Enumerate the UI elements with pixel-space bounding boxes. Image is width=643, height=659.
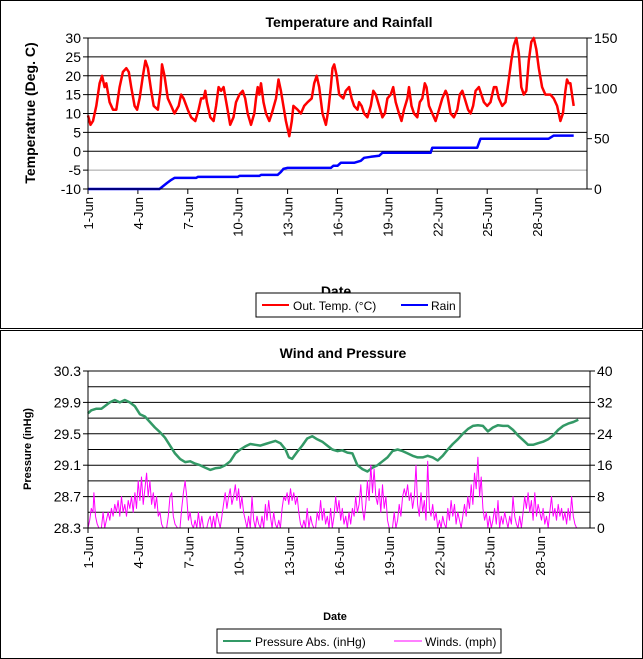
x-tick-label: 10-Jun: [232, 536, 247, 576]
y2-tick-label: 32: [597, 394, 613, 410]
temperature-rainfall-chart: Temperature and Rainfall -10 -5 0 5 10 15 20 25…: [22, 14, 618, 318]
y2-tick-label: 16: [597, 457, 613, 473]
axes: [87, 38, 588, 190]
y-tick-label: -10: [61, 181, 81, 197]
x-tick-label: 16-Jun: [331, 197, 346, 237]
y-tick-label: 0: [73, 143, 81, 159]
y2-tick-label: 24: [597, 426, 613, 442]
chart-title: Temperature and Rainfall: [265, 14, 432, 30]
series-line-winds-mph: [87, 456, 578, 529]
x-tick-label: 4-Jun: [131, 536, 146, 569]
series-line-rain: [88, 134, 574, 191]
x-tick-label: 25-Jun: [480, 197, 495, 237]
y-axis-label: Pressure (inHg): [22, 408, 34, 490]
series-line-out-temp-c: [86, 36, 575, 138]
wind-pressure-chart: Wind and Pressure 28.3 28.7 29.1 29.5 29.9 30…: [22, 345, 613, 654]
y-axis-left-ticks: -10 -5 0 5 10 15 20 25 30: [61, 30, 88, 197]
y-axis-right-ticks: 0 8 16 24 32 40: [590, 363, 613, 536]
x-tick-label: 16-Jun: [332, 536, 347, 576]
x-tick-label: 1-Jun: [81, 536, 96, 569]
gridlines: [88, 370, 590, 513]
y2-tick-label: 50: [594, 131, 610, 147]
x-tick-label: 22-Jun: [432, 536, 447, 576]
series-line-pressure-abs-inhg: [87, 398, 579, 473]
x-tick-label: 19-Jun: [382, 536, 397, 576]
y2-tick-label: 100: [594, 80, 618, 96]
legend-label-wind: Winds. (mph): [425, 635, 496, 649]
x-axis-ticks: 1-Jun 4-Jun 7-Jun 10-Jun 13-Jun 16-Jun 19-Jun 2…: [81, 189, 545, 237]
series-lines: [86, 36, 575, 191]
x-tick-label: 19-Jun: [380, 197, 395, 237]
legend-label-temperature: Out. Temp. (°C): [293, 299, 376, 313]
x-tick-label: 13-Jun: [282, 536, 297, 576]
y-tick-label: 29.5: [54, 426, 81, 442]
x-tick-label: 22-Jun: [430, 197, 445, 237]
y-tick-label: 25: [65, 49, 81, 65]
series-lines: [87, 398, 579, 529]
x-tick-label: 7-Jun: [181, 536, 196, 569]
x-tick-label: 4-Jun: [131, 197, 146, 230]
legend: Out. Temp. (°C) Rain: [255, 292, 461, 318]
legend-label-pressure: Pressure Abs. (inHg): [255, 635, 366, 649]
y-tick-label: 15: [65, 87, 81, 103]
temperature-rainfall-chart-panel: Temperature and Rainfall -10 -5 0 5 10 15 20 25…: [0, 0, 643, 329]
y-tick-label: -5: [69, 162, 82, 178]
y-tick-label: 10: [65, 106, 81, 122]
x-tick-label: 1-Jun: [81, 197, 96, 230]
x-tick-label: 28-Jun: [533, 536, 548, 576]
legend: Pressure Abs. (inHg) Winds. (mph): [216, 628, 502, 654]
legend-label-rain: Rain: [431, 299, 456, 313]
y-tick-label: 29.9: [54, 394, 81, 410]
y-tick-label: 20: [65, 68, 81, 84]
y2-tick-label: 0: [594, 181, 602, 197]
y-axis-left-ticks: 28.3 28.7 29.1 29.5 29.9 30.3: [54, 363, 88, 536]
x-tick-label: 25-Jun: [483, 536, 498, 576]
x-tick-label: 13-Jun: [281, 197, 296, 237]
x-tick-label: 28-Jun: [530, 197, 545, 237]
x-axis-ticks: 1-Jun 4-Jun 7-Jun 10-Jun 13-Jun 16-Jun 19-Jun 2…: [81, 528, 548, 576]
y-tick-label: 30.3: [54, 363, 81, 379]
y2-tick-label: 40: [597, 363, 613, 379]
y2-tick-label: 8: [597, 489, 605, 505]
y-tick-label: 28.3: [54, 520, 81, 536]
y2-tick-label: 0: [597, 520, 605, 536]
x-tick-label: 10-Jun: [231, 197, 246, 237]
y-tick-label: 28.7: [54, 489, 81, 505]
chart-title: Wind and Pressure: [280, 345, 407, 361]
y-tick-label: 30: [65, 30, 81, 46]
y-tick-label: 5: [73, 124, 81, 140]
y-tick-label: 29.1: [54, 457, 81, 473]
wind-pressure-chart-panel: Wind and Pressure 28.3 28.7 29.1 29.5 29.9 30…: [0, 330, 643, 659]
legend-box: [216, 628, 502, 654]
axes: [87, 371, 591, 529]
y-axis-label: Temperatrue (Deg. C): [22, 42, 38, 183]
x-axis-label: Date: [323, 611, 347, 623]
x-tick-label: 7-Jun: [181, 197, 196, 230]
y-axis-right-ticks: 0 50 100 150: [587, 30, 618, 197]
y2-tick-label: 150: [594, 30, 618, 46]
